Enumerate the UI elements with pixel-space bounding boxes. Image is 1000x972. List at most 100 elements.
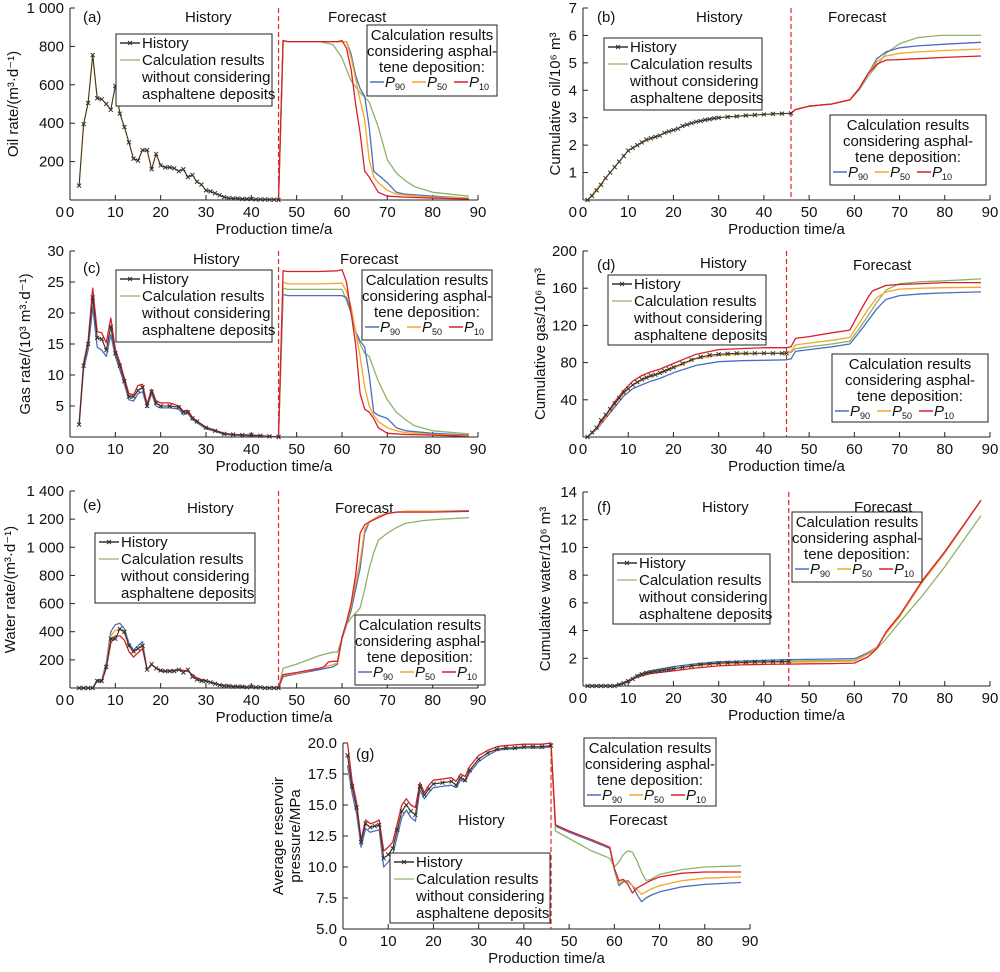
history-marker xyxy=(221,683,227,689)
history-marker xyxy=(784,350,789,356)
panel-c: 0 10 20 30 40 50 60 70 80 90 5 10 15 20 25 30 0 Productio… xyxy=(17,243,493,475)
x-tick-label: 80 xyxy=(936,690,953,707)
history-marker xyxy=(258,433,263,439)
x-tick-label: 40 xyxy=(756,690,773,707)
x-tick-label: 0 xyxy=(66,692,74,709)
legend-label-no-asphaltene: asphaltene deposits xyxy=(121,585,254,602)
x-tick-label: 40 xyxy=(756,441,773,458)
x-axis-label: Production time/a xyxy=(728,221,845,238)
y-axis-label: Gas rate/(10³ m³·d⁻¹) xyxy=(17,273,34,414)
series-p10 xyxy=(277,510,469,689)
history-marker xyxy=(99,678,105,684)
legend-label-history: History xyxy=(639,555,686,572)
history-marker xyxy=(612,401,618,406)
history-marker xyxy=(684,122,690,127)
history-marker xyxy=(140,643,145,649)
history-marker xyxy=(208,189,213,194)
history-marker xyxy=(716,115,722,121)
legend-box xyxy=(583,737,717,807)
legend-label-no-asphaltene: asphaltene deposits xyxy=(416,905,549,922)
history-marker xyxy=(648,373,654,378)
legend-box xyxy=(115,269,273,343)
series-without-asphaltene xyxy=(277,287,469,438)
legend-label-no-asphaltene: Calculation results xyxy=(639,572,762,589)
history-marker xyxy=(176,168,182,174)
history-marker xyxy=(779,111,785,116)
history-marker xyxy=(131,649,136,654)
legend-label-no-asphaltene: without considering xyxy=(633,310,762,327)
history-marker xyxy=(453,782,459,788)
history-marker xyxy=(85,341,91,347)
history-marker xyxy=(99,96,105,102)
x-axis-label: Production time/a xyxy=(216,221,333,238)
legend-subscript: 90 xyxy=(395,82,405,92)
history-marker xyxy=(521,744,527,750)
history-marker xyxy=(81,363,86,369)
series-without-asphaltene xyxy=(277,517,469,689)
history-marker xyxy=(190,172,195,178)
legend-title: considering asphal- xyxy=(792,530,922,547)
history-marker xyxy=(248,432,254,438)
history-marker xyxy=(653,134,658,140)
x-tick-label: 0 xyxy=(66,441,74,458)
series-p10 xyxy=(346,742,741,894)
legend-subscript: 90 xyxy=(858,172,868,182)
y-tick-label: 5 xyxy=(569,55,577,72)
history-marker xyxy=(185,409,191,415)
history-marker xyxy=(539,744,545,750)
history-marker xyxy=(752,659,758,665)
history-marker xyxy=(185,174,191,180)
history-marker xyxy=(625,678,631,684)
history-marker xyxy=(235,684,241,689)
legend-label-no-asphaltene: without considering xyxy=(415,888,544,905)
history-marker xyxy=(149,389,154,395)
x-tick-label: 50 xyxy=(288,441,305,458)
x-tick-label: 30 xyxy=(198,204,215,221)
history-marker xyxy=(122,378,127,384)
legend-marker-history xyxy=(127,276,133,282)
history-marker xyxy=(194,677,200,682)
history-marker xyxy=(267,685,272,691)
history-marker xyxy=(271,197,277,202)
history-marker xyxy=(643,137,649,143)
x-tick-label: 20 xyxy=(425,933,442,950)
series-p50 xyxy=(277,281,469,438)
history-marker xyxy=(485,750,491,756)
x-axis-label: Production time/a xyxy=(728,707,845,724)
history-marker xyxy=(149,166,154,172)
legend-box xyxy=(115,33,273,107)
history-marker xyxy=(662,368,667,374)
history-marker xyxy=(598,683,604,689)
history-region-label: History xyxy=(458,812,505,829)
history-marker xyxy=(244,684,250,690)
y-tick-label: 2 xyxy=(569,137,577,154)
history-marker xyxy=(262,197,268,202)
y-tick-label: 3 xyxy=(569,110,577,127)
legend-title: tene deposition: xyxy=(379,59,485,76)
history-marker xyxy=(126,643,132,649)
history-marker xyxy=(230,684,236,689)
y-tick-label: 4 xyxy=(569,82,577,99)
history-marker xyxy=(276,685,281,691)
x-tick-label: 30 xyxy=(198,692,215,709)
history-marker xyxy=(458,775,463,781)
legend-subscript: 50 xyxy=(425,672,435,682)
y-axis-label: Cumulative gas/10⁶ m³ xyxy=(532,268,549,420)
history-marker xyxy=(212,428,218,434)
history-marker xyxy=(135,388,141,393)
history-marker xyxy=(734,350,740,356)
x-tick-label: 30 xyxy=(198,441,215,458)
x-tick-label: 10 xyxy=(380,933,397,950)
history-marker xyxy=(203,678,209,684)
history-marker xyxy=(788,110,794,116)
y-tick-label: 1 200 xyxy=(26,511,64,528)
history-marker xyxy=(131,156,136,162)
series-history xyxy=(347,745,552,859)
x-tick-label: 10 xyxy=(620,690,637,707)
x-tick-label: 10 xyxy=(107,441,124,458)
panel-label: (c) xyxy=(83,260,101,277)
history-marker xyxy=(589,193,595,199)
y-tick-label: 7 xyxy=(569,0,577,17)
